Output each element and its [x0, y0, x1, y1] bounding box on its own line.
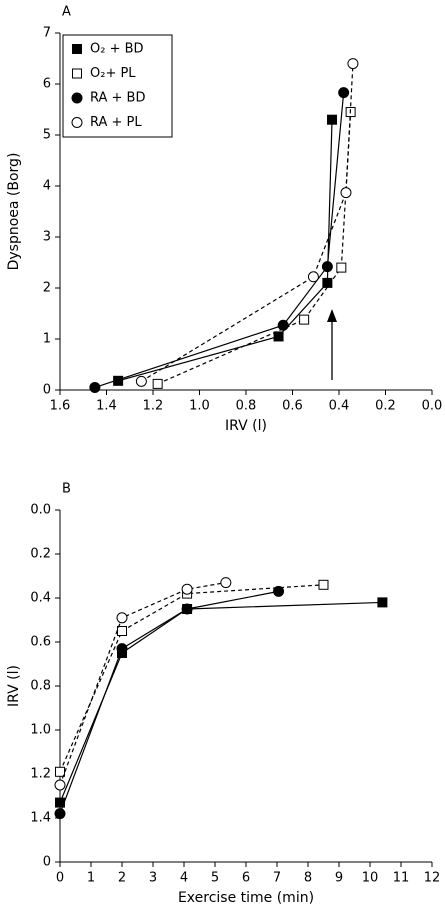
x-tick-label: 6 — [242, 871, 250, 886]
y-tick-label: 5 — [43, 128, 51, 143]
x-tick-label: 0.6 — [282, 399, 303, 414]
x-tick-label: 12 — [424, 871, 441, 886]
x-tick-label: 0.8 — [236, 399, 257, 414]
x-tick-label: 3 — [149, 871, 157, 886]
y-tick-label: 6 — [43, 77, 51, 92]
y-tick-label: 1 — [43, 332, 51, 347]
series-line — [59, 590, 279, 814]
marker — [273, 331, 284, 342]
x-tick-label: 5 — [211, 871, 219, 886]
y-tick-label: 0 — [43, 383, 51, 398]
y-tick-label: 2 — [43, 281, 51, 296]
series-line — [94, 92, 345, 389]
marker — [307, 271, 319, 283]
marker — [338, 87, 350, 99]
y-axis-label: Dyspnoea (Borg) — [6, 153, 22, 271]
x-tick-label: 1 — [87, 871, 95, 886]
x-tick-label: 1.6 — [50, 399, 71, 414]
y-tick-label: 4 — [43, 179, 51, 194]
marker — [135, 375, 147, 387]
x-tick-label: 7 — [273, 871, 281, 886]
marker — [54, 779, 66, 791]
panel-label: A — [62, 5, 71, 20]
x-tick-label: 2 — [118, 871, 126, 886]
y-tick-label: 1.4 — [30, 811, 51, 826]
x-tick-label: 10 — [362, 871, 379, 886]
y-tick-label: 1.0 — [30, 723, 51, 738]
legend-label: RA + PL — [90, 115, 142, 130]
marker — [299, 314, 310, 325]
y-tick-label: 1.2 — [30, 767, 51, 782]
marker — [347, 58, 359, 70]
x-tick-label: 4 — [180, 871, 188, 886]
y-tick-label: 0.6 — [30, 635, 51, 650]
marker — [377, 597, 388, 608]
marker — [277, 319, 289, 331]
y-tick-label: 0.2 — [30, 547, 51, 562]
x-axis-label: Exercise time (min) — [178, 890, 314, 906]
series-line — [59, 601, 383, 803]
legend-label: O₂+ PL — [90, 66, 136, 81]
x-tick-label: 0.4 — [329, 399, 350, 414]
x-tick-label: 8 — [304, 871, 312, 886]
marker — [273, 585, 285, 597]
x-tick-label: 1.0 — [189, 399, 210, 414]
y-tick-label: 7 — [43, 26, 51, 41]
marker — [54, 808, 66, 820]
series-line — [141, 63, 354, 382]
legend-marker — [71, 117, 83, 128]
x-tick-label: 1.4 — [96, 399, 117, 414]
y-tick-label: 0.0 — [30, 503, 51, 518]
panel-label: B — [62, 482, 71, 497]
y-axis-label: IRV (l) — [6, 665, 22, 707]
series-line — [59, 584, 324, 773]
marker — [220, 577, 232, 589]
legend-label: O₂ + BD — [90, 42, 144, 57]
legend-marker — [71, 92, 83, 104]
marker — [116, 643, 128, 655]
marker — [152, 378, 163, 389]
legend-label: RA + BD — [90, 91, 146, 106]
y-tick-label: 0 — [43, 855, 51, 870]
marker — [181, 603, 193, 615]
series-line — [59, 582, 226, 786]
marker — [55, 766, 65, 777]
marker — [340, 187, 352, 199]
x-tick-label: 9 — [335, 871, 343, 886]
y-tick-label: 0.4 — [30, 591, 51, 606]
legend-marker — [72, 44, 82, 54]
marker — [89, 381, 101, 393]
series-line — [117, 119, 333, 382]
x-tick-label: 11 — [393, 871, 410, 886]
x-tick-label: 0.2 — [375, 399, 396, 414]
arrow-head — [327, 309, 337, 322]
marker — [117, 626, 127, 636]
x-axis-label: IRV (l) — [225, 418, 267, 434]
marker — [336, 262, 347, 273]
marker — [327, 114, 338, 125]
x-tick-label: 0 — [56, 871, 64, 886]
legend-marker — [72, 68, 82, 79]
marker — [116, 612, 128, 624]
marker — [181, 583, 193, 595]
y-tick-label: 3 — [43, 230, 51, 245]
marker — [318, 579, 329, 590]
marker — [321, 261, 333, 273]
y-tick-label: 0.8 — [30, 679, 51, 694]
x-tick-label: 0.0 — [422, 399, 443, 414]
x-tick-label: 1.2 — [143, 399, 164, 414]
